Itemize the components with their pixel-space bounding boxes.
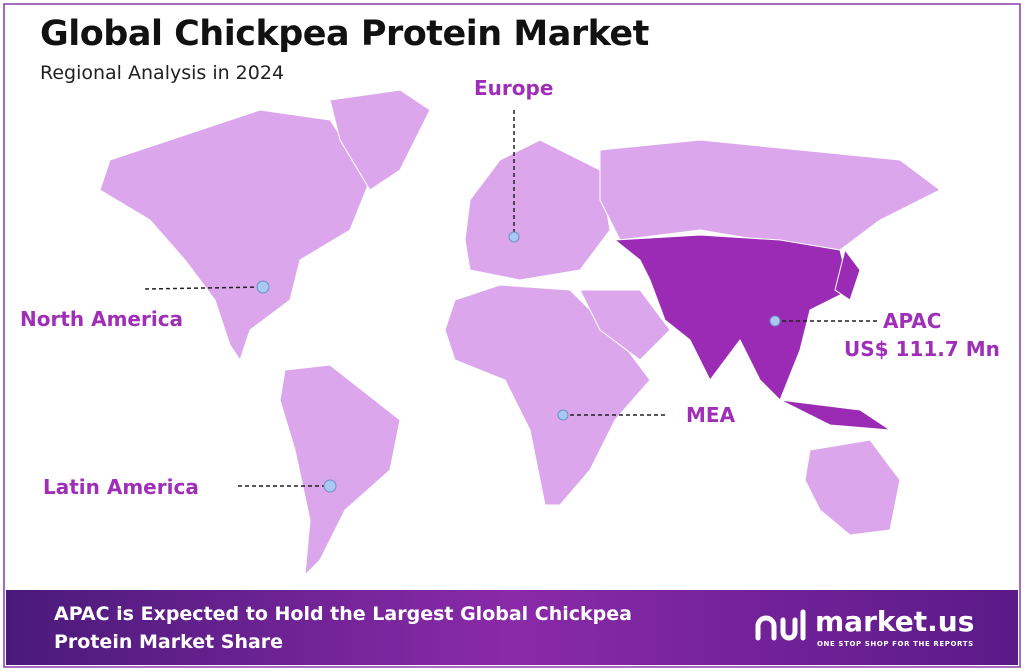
footer-bar (6, 590, 1018, 665)
brand-name: market.us (815, 605, 975, 638)
leader-lines (144, 110, 880, 487)
apac-region (613, 234, 891, 431)
north-america (99, 109, 371, 362)
region-label: Latin America (43, 475, 199, 499)
indonesia (779, 399, 891, 431)
south-america (279, 364, 401, 577)
brand-tagline: ONE STOP SHOP FOR THE REPORTS (817, 640, 974, 648)
region-label: North America (20, 307, 184, 331)
middle-east (579, 289, 671, 361)
footer-text: APAC is Expected to Hold the Largest Glo… (54, 603, 632, 653)
brand-logo (755, 609, 806, 641)
title: Global Chickpea Protein Market (40, 14, 649, 54)
markers (256, 231, 781, 493)
europe (464, 139, 611, 281)
continents (99, 89, 941, 577)
subtitle: Regional Analysis in 2024 (40, 62, 285, 84)
africa (444, 284, 651, 506)
leader-line (144, 286, 264, 290)
region-label: APAC (883, 309, 942, 333)
australia (804, 439, 901, 536)
marker (256, 280, 270, 294)
marker (557, 409, 569, 421)
north-asia (599, 139, 941, 251)
asia (613, 234, 851, 401)
marker (323, 479, 337, 493)
greenland (329, 89, 431, 191)
logo-shape (780, 617, 798, 641)
region-label: Europe (474, 76, 554, 100)
japan (834, 248, 861, 301)
region-label: MEA (686, 403, 736, 427)
region-value: US$ 111.7 Mn (844, 337, 1000, 361)
frame (3, 3, 1021, 668)
marker (769, 315, 781, 327)
marker (508, 231, 520, 243)
logo-shape (755, 615, 777, 641)
